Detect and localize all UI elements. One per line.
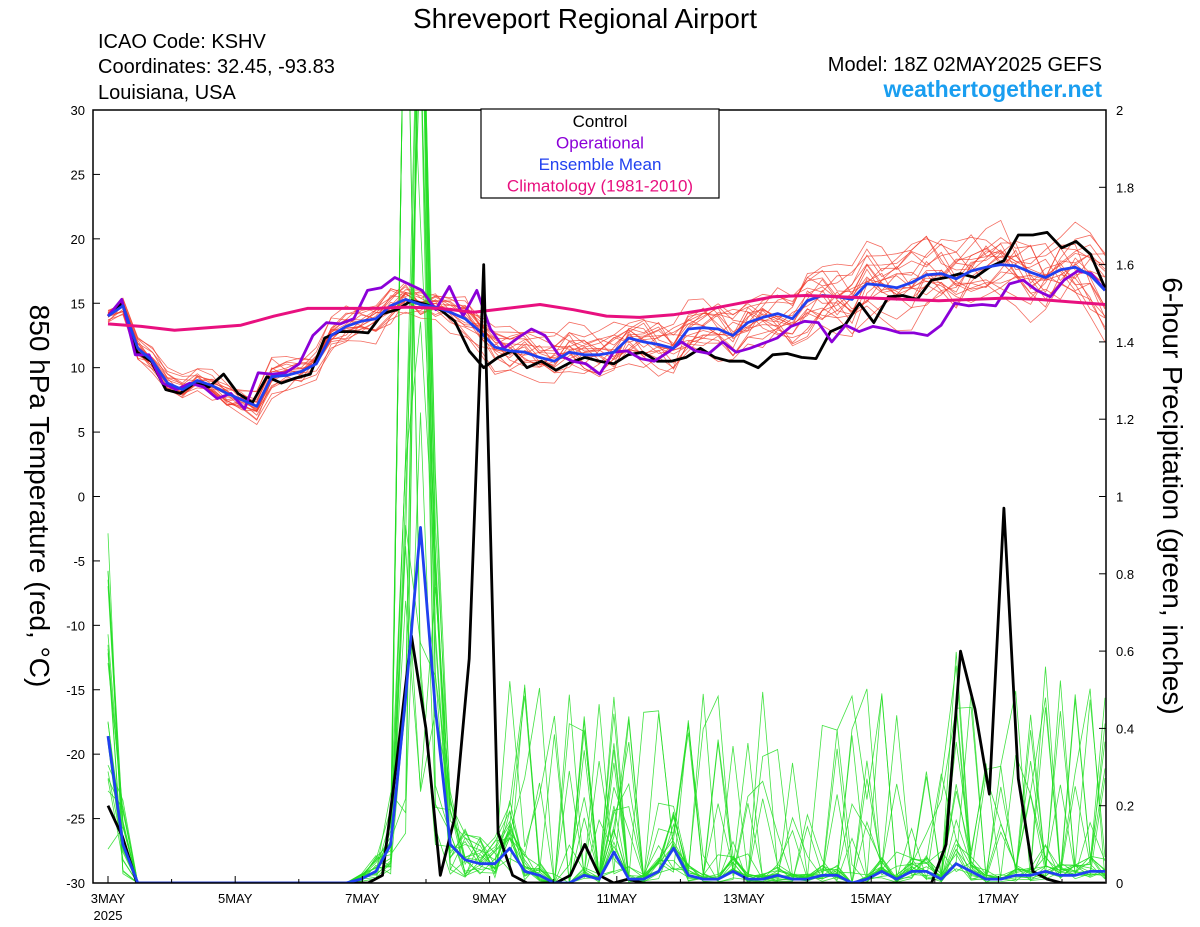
coordinates: Coordinates: 32.45, -93.83 [98, 56, 335, 78]
precip-member-line [107, 525, 1106, 883]
temp-member-line [107, 235, 1106, 411]
plot-frame [92, 109, 1107, 884]
legend-item: Ensemble Mean [539, 155, 662, 174]
y-tick-label: 20 [71, 232, 85, 247]
legend-item: Control [573, 112, 628, 131]
x-tick-label: 9MAY [472, 891, 507, 906]
control-precip-line [106, 263, 1105, 883]
temp-member-line [107, 219, 1106, 409]
precip-member-line [107, 110, 1106, 883]
y2-tick-label: 2 [1116, 103, 1123, 118]
site-link[interactable]: weathertogether.net [882, 76, 1102, 102]
y-tick-label: -10 [66, 618, 85, 633]
y2-tick-label: 0 [1116, 876, 1123, 891]
y-tick-label: -30 [66, 876, 85, 891]
precip-member-line [107, 546, 1106, 883]
temp-member-line [107, 236, 1106, 426]
y-tick-label: 5 [78, 425, 85, 440]
y2-tick-label: 1 [1116, 490, 1123, 505]
x-tick-label: 3MAY [91, 891, 126, 906]
temp-member-line [107, 247, 1106, 411]
plot-area [106, 110, 1106, 883]
ensemble-mean-precip-line [106, 526, 1105, 883]
x-tick-label: 7MAY [345, 891, 380, 906]
y-tick-label: 15 [71, 296, 85, 311]
operational-temp-line [106, 269, 1106, 411]
y-tick-label: -5 [73, 554, 85, 569]
y-tick-label: 25 [71, 167, 85, 182]
temp-member-line [107, 247, 1106, 411]
temp-member-line [107, 249, 1106, 416]
precip-member-line [107, 412, 1106, 883]
icao-code: ICAO Code: KSHV [98, 31, 267, 53]
legend: Control Operational Ensemble Mean Climatolo… [480, 108, 720, 199]
series-group [106, 110, 1106, 883]
y2-axis-label: 6-hour Precipitation (green, inches) [1157, 277, 1188, 714]
x-tick-label: 17MAY [978, 891, 1020, 906]
y-tick-label: -15 [66, 683, 85, 698]
chart-title: Shreveport Regional Airport [413, 3, 757, 34]
precip-member-line [107, 110, 1106, 883]
x-tick-label: 11MAY [596, 891, 637, 906]
y-tick-label: 10 [71, 361, 85, 376]
y2-tick-label: 1.8 [1116, 180, 1134, 195]
y-tick-label: 0 [78, 490, 85, 505]
climatology-line [107, 294, 1106, 332]
precip-member-line [107, 110, 1106, 883]
y2-tick-label: 1.6 [1116, 258, 1134, 273]
y2-tick-label: 1.4 [1116, 335, 1134, 350]
temp-member-line [107, 242, 1106, 412]
ensemble-mean-temp-line [107, 263, 1106, 408]
y-tick-label: 30 [71, 103, 85, 118]
temp-member-line [107, 240, 1106, 407]
temp-member-line [107, 244, 1106, 395]
y2-tick-label: 0.2 [1116, 799, 1134, 814]
x-tick-label: 15MAY [850, 891, 892, 906]
y-tick-label: -25 [66, 812, 85, 827]
legend-item: Climatology (1981-2010) [507, 177, 693, 196]
y2-tick-label: 1.2 [1116, 412, 1134, 427]
axes: 302520151050-5-10-15-20-25-3021.81.61.41… [66, 103, 1134, 923]
temp-member-line [107, 243, 1106, 403]
temp-member-line [107, 234, 1106, 412]
y-tick-label: -20 [66, 747, 85, 762]
y-axis-label: 850 hPa Temperature (red, °C) [24, 305, 55, 688]
model-run: Model: 18Z 02MAY2025 GEFS [828, 54, 1102, 76]
temp-member-line [107, 234, 1106, 392]
y2-tick-label: 0.6 [1116, 644, 1134, 659]
x-tick-label: 5MAY [218, 891, 253, 906]
precip-member-line [107, 110, 1106, 883]
y2-tick-label: 0.4 [1116, 721, 1134, 736]
location: Louisiana, USA [98, 82, 237, 104]
x-tick-sublabel: 2025 [94, 908, 123, 923]
legend-box [480, 108, 720, 199]
y2-tick-label: 0.8 [1116, 567, 1134, 582]
x-tick-label: 13MAY [723, 891, 765, 906]
legend-item: Operational [556, 134, 644, 153]
